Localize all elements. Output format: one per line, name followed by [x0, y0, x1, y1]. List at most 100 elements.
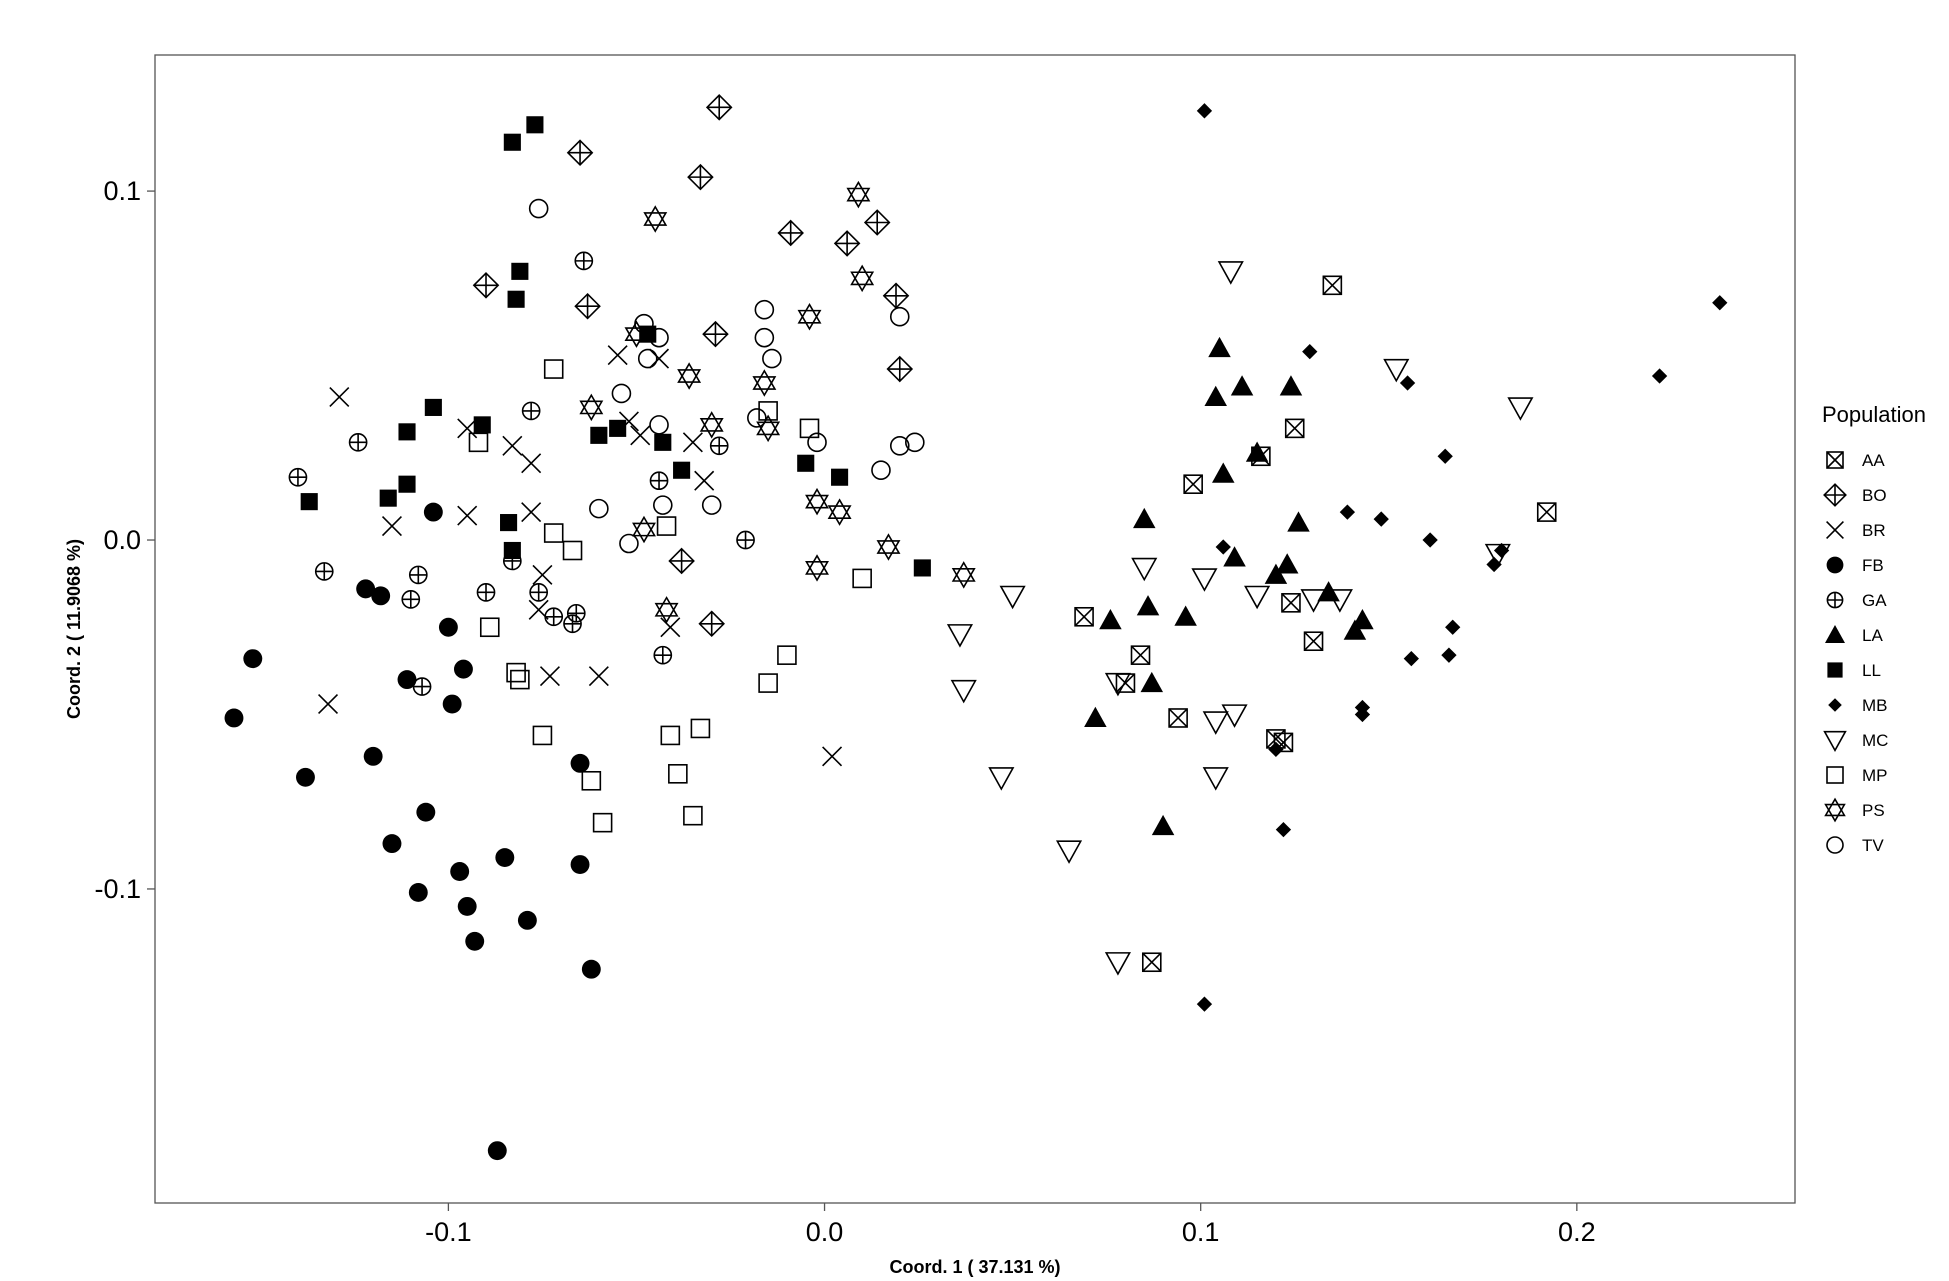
data-point-ps	[654, 596, 679, 624]
data-point-mb	[1712, 295, 1728, 311]
data-point-la	[1264, 563, 1288, 584]
x-tick-label: -0.1	[425, 1217, 472, 1247]
legend-marker-mp	[1826, 766, 1844, 784]
data-point-br	[649, 348, 670, 369]
data-point-tv	[754, 327, 775, 348]
series-ps	[579, 180, 976, 624]
data-point-mc	[1202, 767, 1229, 791]
legend-item-la: LA	[1825, 625, 1883, 645]
data-point-ll	[398, 475, 416, 493]
data-point-fb	[371, 586, 391, 606]
data-point-ps	[876, 533, 901, 561]
data-point-mb	[1373, 511, 1389, 527]
data-point-mp	[468, 432, 489, 453]
data-point-ga	[476, 583, 496, 602]
data-point-ll	[500, 514, 518, 532]
data-point-br	[329, 386, 350, 407]
data-point-mb	[1403, 651, 1419, 667]
legend-label: MP	[1862, 766, 1888, 785]
data-point-aa	[1183, 474, 1203, 494]
legend-marker-bo	[1823, 483, 1847, 507]
data-point-ll	[503, 541, 521, 560]
data-point-ga	[709, 436, 729, 456]
data-point-br	[630, 425, 651, 446]
data-point-aa	[1130, 645, 1151, 665]
data-point-tv	[889, 436, 910, 456]
data-point-br	[822, 746, 843, 767]
data-point-bo	[702, 320, 729, 348]
data-point-mc	[1221, 704, 1248, 728]
data-point-ga	[408, 565, 428, 585]
data-point-mp	[668, 764, 688, 784]
data-point-aa	[1303, 631, 1324, 652]
legend-marker-ga	[1826, 591, 1844, 609]
data-point-ga	[566, 603, 586, 623]
series-br	[318, 345, 843, 767]
data-point-mc	[1383, 358, 1410, 383]
data-point-ps	[677, 362, 702, 390]
data-point-la	[1204, 385, 1227, 406]
data-point-br	[521, 453, 542, 474]
data-point-ll	[673, 461, 691, 479]
legend-marker-ps	[1824, 797, 1846, 823]
data-point-aa	[1284, 418, 1305, 439]
data-point-mb	[1215, 539, 1231, 555]
data-point-ps	[805, 554, 829, 582]
legend-item-fb: FB	[1826, 556, 1884, 575]
y-tick-label: 0.0	[103, 525, 141, 555]
data-point-mc	[950, 679, 977, 704]
data-point-mc	[1131, 557, 1158, 582]
data-point-tv	[528, 198, 549, 219]
data-point-mc	[1055, 840, 1083, 864]
legend-label: MC	[1862, 731, 1888, 750]
data-point-fb	[438, 617, 458, 637]
data-point-br	[588, 666, 609, 687]
data-point-tv	[649, 415, 669, 435]
data-point-mp	[592, 812, 613, 833]
data-point-br	[381, 516, 402, 537]
data-point-fb	[363, 746, 383, 766]
data-point-ga	[529, 583, 549, 602]
data-point-fb	[487, 1141, 507, 1161]
data-point-mc	[1104, 952, 1131, 976]
data-point-fb	[382, 834, 402, 854]
x-axis: -0.1 0.0 0.1 0.2	[425, 1203, 1596, 1247]
data-point-bo	[886, 355, 914, 383]
data-point-tv	[649, 327, 669, 348]
data-point-ps	[951, 561, 976, 589]
data-point-bo	[472, 272, 500, 299]
data-point-ll	[507, 290, 525, 308]
data-point-tv	[807, 432, 827, 453]
legend-marker-tv	[1826, 836, 1844, 854]
legend-label: GA	[1862, 591, 1887, 610]
legend-label: TV	[1862, 836, 1884, 855]
data-point-bo	[698, 610, 725, 638]
data-point-fb	[495, 848, 515, 868]
data-point-mc	[946, 624, 974, 648]
data-point-mp	[581, 770, 602, 791]
data-point-mp	[690, 718, 711, 739]
data-point-mb	[1268, 741, 1284, 758]
legend-item-mc: MC	[1823, 730, 1888, 753]
legend-marker-aa	[1826, 451, 1844, 469]
plot-area-frame	[154, 54, 1796, 1204]
legend-item-aa: AA	[1826, 451, 1885, 470]
data-point-fb	[224, 708, 244, 728]
data-point-ga	[574, 251, 594, 271]
data-point-fb	[453, 659, 473, 679]
legend-marker-mb	[1828, 698, 1842, 712]
data-point-fb	[465, 931, 485, 951]
data-point-tv	[905, 432, 925, 453]
data-point-aa	[1168, 708, 1188, 728]
data-point-fb	[408, 882, 428, 902]
x-tick-label: 0.0	[806, 1217, 844, 1247]
data-point-fb	[243, 649, 263, 669]
data-point-br	[532, 564, 553, 585]
data-point-ll	[797, 454, 815, 472]
series-mp	[468, 359, 872, 833]
legend-label: LL	[1862, 661, 1881, 680]
data-point-ll	[639, 325, 657, 343]
data-point-ll	[913, 559, 931, 577]
data-point-tv	[747, 408, 767, 428]
data-point-fb	[570, 753, 590, 773]
